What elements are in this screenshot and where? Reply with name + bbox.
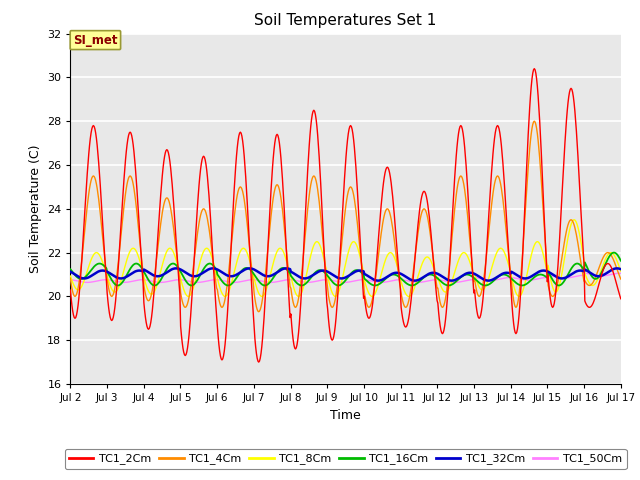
Legend: TC1_2Cm, TC1_4Cm, TC1_8Cm, TC1_16Cm, TC1_32Cm, TC1_50Cm: TC1_2Cm, TC1_4Cm, TC1_8Cm, TC1_16Cm, TC1… [65, 449, 627, 469]
Title: Soil Temperatures Set 1: Soil Temperatures Set 1 [255, 13, 436, 28]
X-axis label: Time: Time [330, 408, 361, 421]
Text: SI_met: SI_met [73, 34, 118, 47]
Y-axis label: Soil Temperature (C): Soil Temperature (C) [29, 144, 42, 273]
